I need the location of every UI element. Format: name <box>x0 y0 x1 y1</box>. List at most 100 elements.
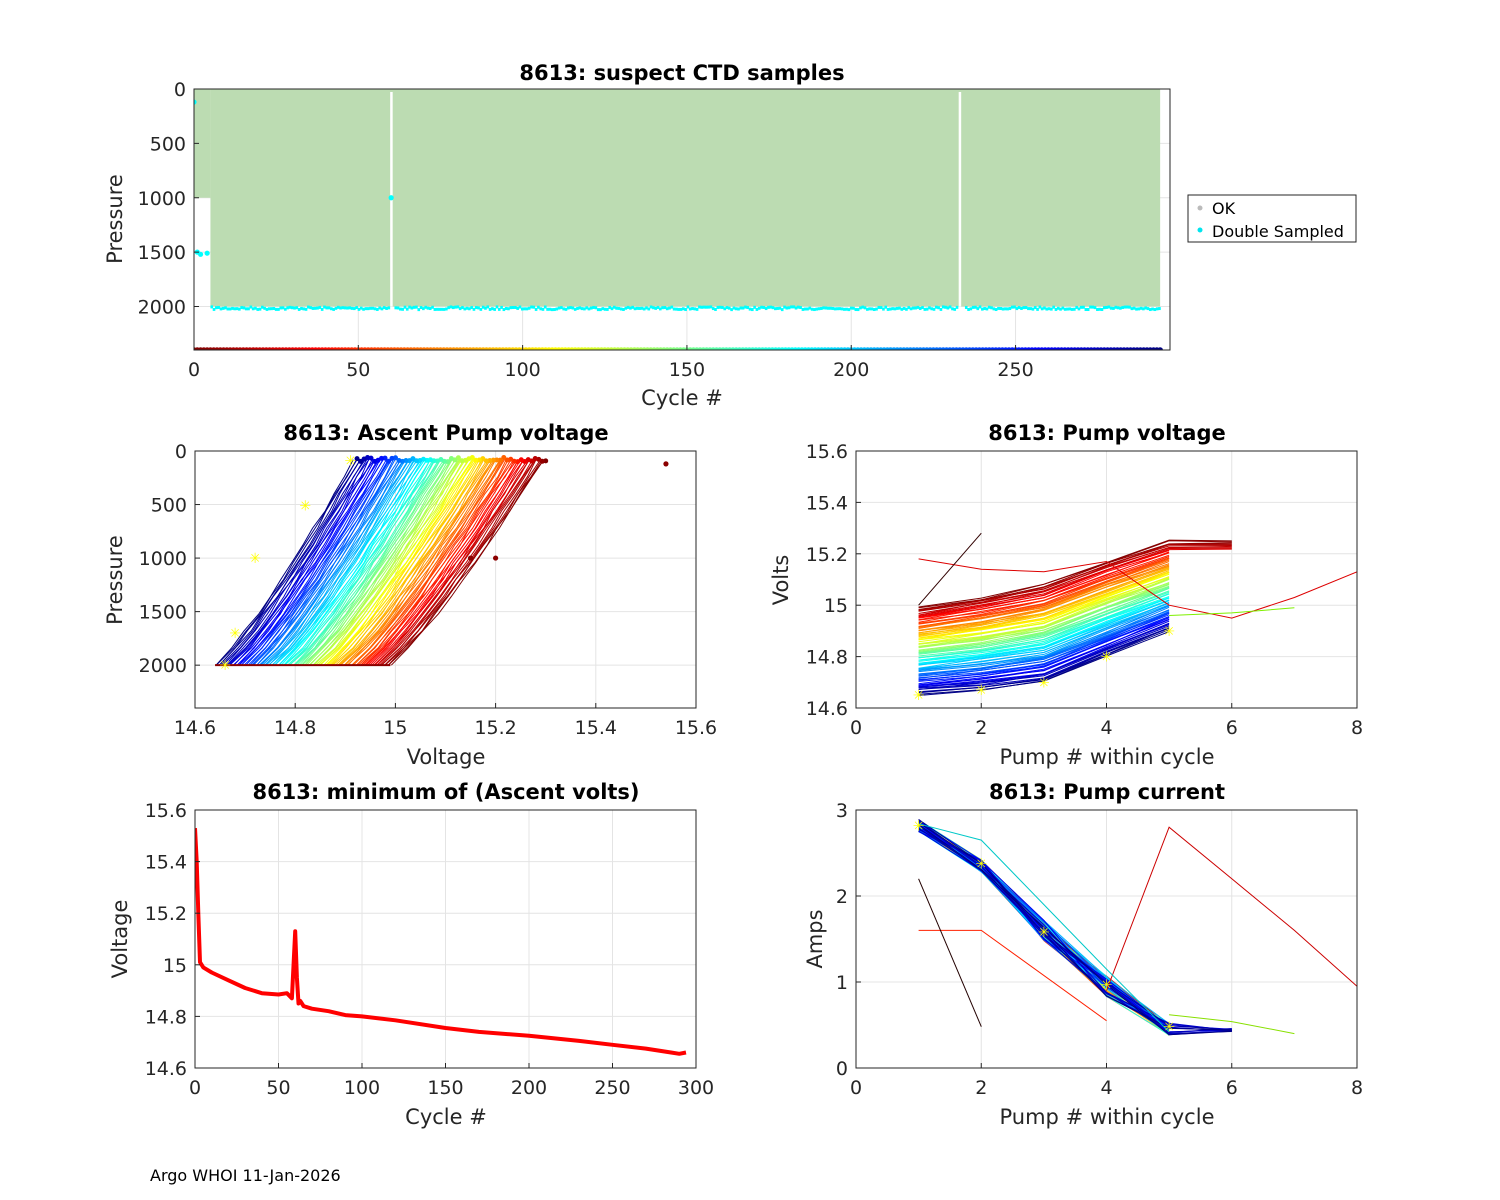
double-sampled-point <box>350 306 354 310</box>
double-sampled-point <box>1089 305 1092 309</box>
double-sampled-point <box>325 306 329 310</box>
double-sampled-point <box>994 308 998 312</box>
double-sampled-point <box>594 306 598 310</box>
double-sampled-point <box>808 306 812 310</box>
double-sampled-point <box>366 307 370 311</box>
pump-voltage-line <box>918 578 1170 648</box>
double-sampled-point <box>638 306 641 310</box>
double-sampled-point <box>426 306 430 310</box>
double-sampled-point <box>948 305 952 309</box>
double-sampled-point <box>353 307 356 311</box>
y-tick-label: 3 <box>836 800 848 822</box>
double-sampled-point <box>1017 306 1021 310</box>
ascent-profile-line <box>294 459 441 666</box>
double-sampled-point <box>870 307 874 311</box>
ascent-profile-line <box>222 459 365 666</box>
ascent-profile-line <box>251 459 393 666</box>
double-sampled-point <box>1079 305 1083 309</box>
profile-gap <box>958 92 962 307</box>
double-sampled-point <box>555 307 559 311</box>
double-sampled-point <box>868 307 871 311</box>
double-sampled-point <box>194 99 197 105</box>
ascent-profile-line <box>284 459 431 666</box>
double-sampled-point <box>969 307 973 311</box>
double-sampled-point <box>964 305 968 309</box>
pump-current-outlier-line <box>1169 1014 1295 1035</box>
double-sampled-point <box>688 307 692 311</box>
double-sampled-point <box>820 306 823 310</box>
double-sampled-point <box>371 306 375 310</box>
ascent-profile-line <box>296 459 445 666</box>
double-sampled-point <box>518 305 522 309</box>
double-sampled-point <box>1047 307 1051 311</box>
double-sampled-point <box>240 306 243 310</box>
pump-voltage-line <box>918 611 1170 676</box>
double-sampled-point <box>484 306 487 310</box>
double-sampled-point <box>323 305 326 309</box>
pump-voltage-line <box>918 545 1232 612</box>
y-tick-label: 1500 <box>138 242 186 264</box>
double-sampled-point <box>751 308 754 312</box>
double-sampled-point <box>419 306 423 310</box>
double-sampled-point <box>610 307 614 311</box>
ascent-sample-point <box>396 458 402 464</box>
ascent-profile-line <box>241 459 384 666</box>
outlier-point <box>663 461 669 467</box>
ascent-profile-line <box>362 459 516 666</box>
y-axis-label: Pressure <box>103 535 127 625</box>
y-tick-label: 1500 <box>139 602 187 624</box>
double-sampled-point <box>608 305 611 309</box>
double-sampled-point <box>355 306 358 310</box>
double-sampled-point <box>891 307 894 311</box>
double-sampled-point <box>1024 306 1028 310</box>
double-sampled-point <box>778 306 782 310</box>
legend: OK Double Sampled <box>1187 194 1357 243</box>
double-sampled-point <box>428 307 432 311</box>
double-sampled-point <box>481 305 485 309</box>
double-sampled-point <box>1001 307 1005 311</box>
double-sampled-point <box>693 307 697 311</box>
y-tick-label: 15.4 <box>145 852 187 874</box>
double-sampled-point <box>378 306 381 310</box>
double-sampled-point <box>843 307 846 311</box>
pump-voltage-line <box>918 567 1170 635</box>
double-sampled-point <box>817 307 821 311</box>
double-sampled-point <box>1045 307 1049 311</box>
double-sampled-point <box>1015 307 1019 311</box>
pump-voltage-line <box>918 602 1170 669</box>
double-sampled-point <box>1054 307 1058 311</box>
double-sampled-point <box>744 305 747 309</box>
ascent-profile-line <box>289 459 436 666</box>
ok-samples <box>210 89 1161 307</box>
y-tick-label: 0 <box>836 1058 848 1080</box>
double-sampled-point <box>939 307 943 311</box>
double-sampled-point <box>534 307 538 311</box>
double-sampled-point <box>520 307 524 311</box>
ascent-profile-line <box>319 459 469 666</box>
ascent-profile-line <box>331 459 480 666</box>
double-sampled-point <box>1008 307 1012 311</box>
double-sampled-point <box>1105 305 1108 309</box>
double-sampled-point <box>290 306 294 310</box>
double-sampled-point <box>1116 306 1120 310</box>
double-sampled-point <box>477 306 480 310</box>
double-sampled-point <box>836 307 839 311</box>
legend-ok-label: OK <box>1212 199 1236 218</box>
double-sampled-point <box>780 308 784 312</box>
double-sampled-point <box>629 306 632 310</box>
double-sampled-point <box>764 307 768 311</box>
double-sampled-point <box>705 305 708 309</box>
pump-voltage-line <box>918 557 1170 624</box>
double-sampled-point <box>1125 305 1129 309</box>
double-sampled-point <box>468 307 471 311</box>
x-tick-label: 250 <box>997 359 1033 381</box>
double-sampled-point <box>652 306 655 310</box>
ascent-sample-point <box>497 457 503 463</box>
legend-double-sampled-label: Double Sampled <box>1212 222 1344 241</box>
double-sampled-point <box>898 306 901 310</box>
ascent-profile-line <box>215 459 357 666</box>
y-tick-label: 0 <box>175 441 187 463</box>
double-sampled-point <box>1155 307 1159 311</box>
double-sampled-point <box>256 307 260 311</box>
double-sampled-point <box>422 307 425 311</box>
